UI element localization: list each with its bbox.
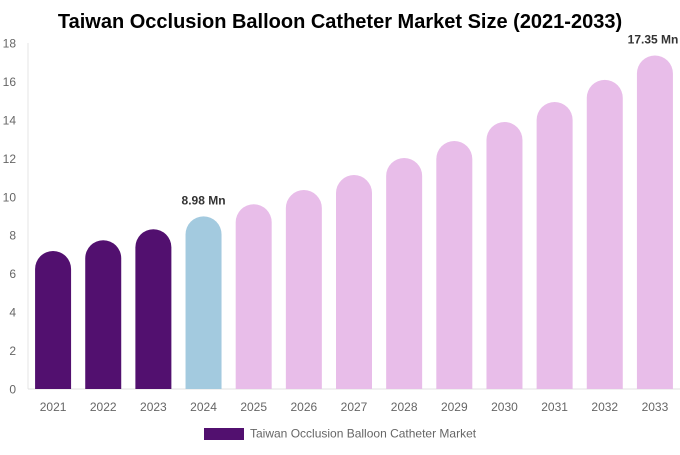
bar-2022[interactable] [85, 240, 122, 389]
y-tick-label: 4 [9, 306, 16, 320]
bars [35, 55, 673, 390]
x-tick-label: 2021 [40, 400, 67, 414]
y-tick-label: 0 [9, 383, 16, 397]
bar-2026[interactable] [285, 190, 322, 389]
x-tick-label: 2029 [441, 400, 468, 414]
y-tick-label: 2 [9, 344, 16, 358]
x-tick-label: 2024 [190, 400, 217, 414]
x-tick-label: 2026 [290, 400, 317, 414]
y-tick-label: 8 [9, 229, 16, 243]
x-tick-label: 2023 [140, 400, 167, 414]
y-tick-label: 10 [3, 190, 17, 204]
data-label: 8.98 Mn [182, 193, 226, 207]
bar-2028[interactable] [386, 157, 423, 389]
bar-2027[interactable] [336, 175, 372, 389]
x-tick-label: 2028 [391, 400, 418, 414]
x-tick-label: 2022 [90, 400, 117, 414]
x-tick-label: 2033 [642, 400, 669, 414]
legend-label: Taiwan Occlusion Balloon Catheter Market [250, 427, 477, 441]
x-tick-label: 2025 [240, 400, 267, 414]
y-tick-label: 14 [3, 113, 17, 127]
x-tick-label: 2030 [491, 400, 518, 414]
bar-2021[interactable] [35, 250, 72, 389]
x-axis: 2021 2022 2023 2024 2025 2026 2027 2028 2029 2030… [40, 400, 669, 414]
bar-2029[interactable] [436, 141, 473, 389]
bar-2025[interactable] [235, 204, 272, 389]
legend[interactable]: Taiwan Occlusion Balloon Catheter Market [204, 427, 477, 441]
bar-2030[interactable] [486, 122, 523, 389]
y-tick-label: 6 [9, 267, 16, 281]
x-tick-label: 2027 [341, 400, 368, 414]
bar-2024[interactable] [185, 216, 222, 389]
bar-2032[interactable] [586, 79, 623, 389]
bar-2031[interactable] [536, 102, 573, 390]
y-tick-label: 18 [3, 37, 17, 51]
y-tick-label: 16 [3, 75, 17, 89]
bar-2033[interactable] [636, 55, 673, 390]
bar-2023[interactable] [135, 229, 172, 389]
legend-swatch [204, 428, 244, 440]
x-tick-label: 2032 [591, 400, 618, 414]
x-tick-label: 2031 [541, 400, 568, 414]
data-label: 17.35 Mn [628, 32, 679, 46]
chart-title: Taiwan Occlusion Balloon Catheter Market… [58, 11, 622, 33]
data-labels: 8.98 Mn 17.35 Mn [182, 32, 679, 207]
y-tick-label: 12 [3, 152, 17, 166]
